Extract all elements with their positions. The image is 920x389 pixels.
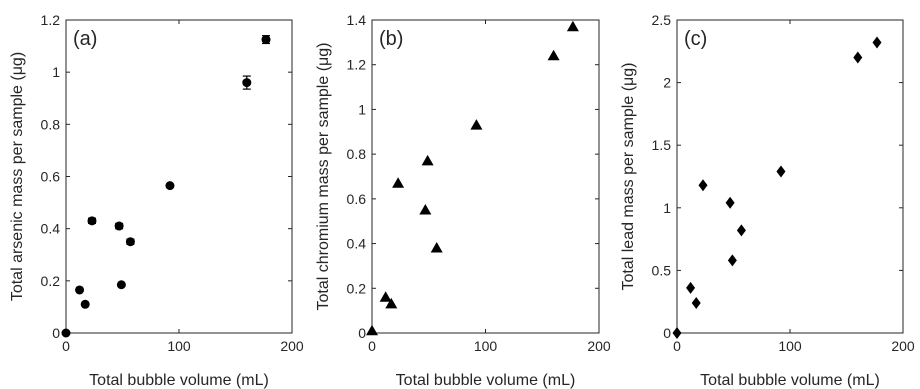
data-point-triangle	[430, 242, 443, 253]
y-axis-label: Total arsenic mass per sample (μg)	[9, 52, 26, 301]
plot-area-frame	[371, 19, 600, 334]
panel-label-c: (c)	[684, 28, 707, 50]
y-axis-label: Total lead mass per sample (μg)	[620, 63, 637, 291]
y-tick-label: 0.2	[347, 280, 367, 296]
panel-label-a: (a)	[73, 28, 97, 50]
data-point-circle	[61, 328, 71, 338]
y-tick-label: 2.5	[652, 12, 672, 28]
panel-c: 0 100 200 0 0.5 1 1.5 2 2.5 Total bubble volume (…	[620, 12, 915, 389]
y-tick-label: 0.6	[347, 191, 367, 207]
data-point-circle	[165, 181, 175, 191]
panel-b: 0 100 200 0 0.2 0.4 0.6 0.8 1 1.2 1.4 Total bubble …	[315, 12, 611, 389]
panel-label-b: (b)	[379, 28, 403, 50]
x-tick-label: 0	[62, 338, 70, 354]
data-point-triangle	[419, 204, 432, 215]
y-tick-label: 0.4	[41, 221, 61, 237]
x-tick-label: 200	[891, 338, 915, 354]
y-tick-label: 1.2	[347, 57, 367, 73]
x-tick-label: 100	[167, 338, 191, 354]
x-tick-label: 100	[474, 338, 498, 354]
panel-a: 0 100 200 0 0.2 0.4 0.6 0.8 1 1.2 Total bubble vol…	[9, 12, 304, 389]
data-point-circle	[125, 237, 135, 247]
x-axis-label: Total bubble volume (mL)	[89, 372, 269, 389]
x-axis-label: Total bubble volume (mL)	[700, 372, 880, 389]
y-tick-label: 2	[663, 75, 671, 91]
y-tick-label: 1	[52, 64, 60, 80]
y-tick-label: 1	[663, 200, 671, 216]
data-point-circle	[242, 78, 252, 88]
y-tick-label: 0.8	[41, 116, 61, 132]
x-tick-label: 200	[280, 338, 304, 354]
data-point-circle	[261, 35, 271, 45]
x-tick-label: 0	[368, 338, 376, 354]
data-point-circle	[80, 299, 90, 309]
y-tick-label: 1	[358, 101, 366, 117]
data-point-diamond	[776, 165, 786, 178]
y-tick-label: 1.4	[347, 12, 367, 28]
data-point-triangle	[379, 291, 392, 302]
y-tick-label: 0.6	[41, 169, 61, 185]
data-point-triangle	[366, 324, 378, 336]
data-point-diamond	[727, 254, 737, 267]
y-tick-label: 0.2	[41, 273, 61, 289]
y-tick-label: 1.2	[41, 12, 61, 28]
data-point-diamond	[853, 51, 863, 64]
data-point-diamond	[872, 36, 882, 49]
data-point-triangle	[421, 154, 434, 166]
data-point-circle	[114, 221, 124, 231]
x-tick-label: 0	[673, 338, 681, 354]
data-point-triangle	[566, 20, 579, 32]
data-point-circle	[75, 285, 85, 295]
data-point-diamond	[698, 179, 708, 192]
x-tick-label: 200	[587, 338, 611, 354]
data-point-diamond	[725, 196, 735, 209]
plot-area-frame	[65, 19, 293, 334]
x-tick-label: 100	[778, 338, 802, 354]
plot-area-frame	[676, 19, 904, 334]
y-tick-label: 0.8	[347, 146, 367, 162]
x-axis-label: Total bubble volume (mL)	[396, 372, 576, 389]
data-point-diamond	[672, 327, 682, 339]
y-tick-label: 0	[663, 325, 671, 341]
y-tick-label: 1.5	[652, 137, 672, 153]
y-tick-label: 0	[358, 325, 366, 341]
data-point-diamond	[736, 224, 746, 237]
data-point-triangle	[392, 177, 405, 188]
data-point-triangle	[385, 297, 398, 309]
data-point-diamond	[686, 281, 696, 294]
data-point-circle	[87, 216, 97, 226]
data-point-triangle	[470, 119, 483, 130]
data-point-triangle	[547, 49, 560, 61]
y-axis-label: Total chromium mass per sample (μg)	[315, 43, 332, 311]
y-tick-label: 0	[52, 325, 60, 341]
y-tick-label: 0.5	[652, 262, 672, 278]
data-point-circle	[116, 280, 126, 290]
y-tick-label: 0.4	[347, 236, 367, 252]
data-point-diamond	[691, 296, 701, 309]
